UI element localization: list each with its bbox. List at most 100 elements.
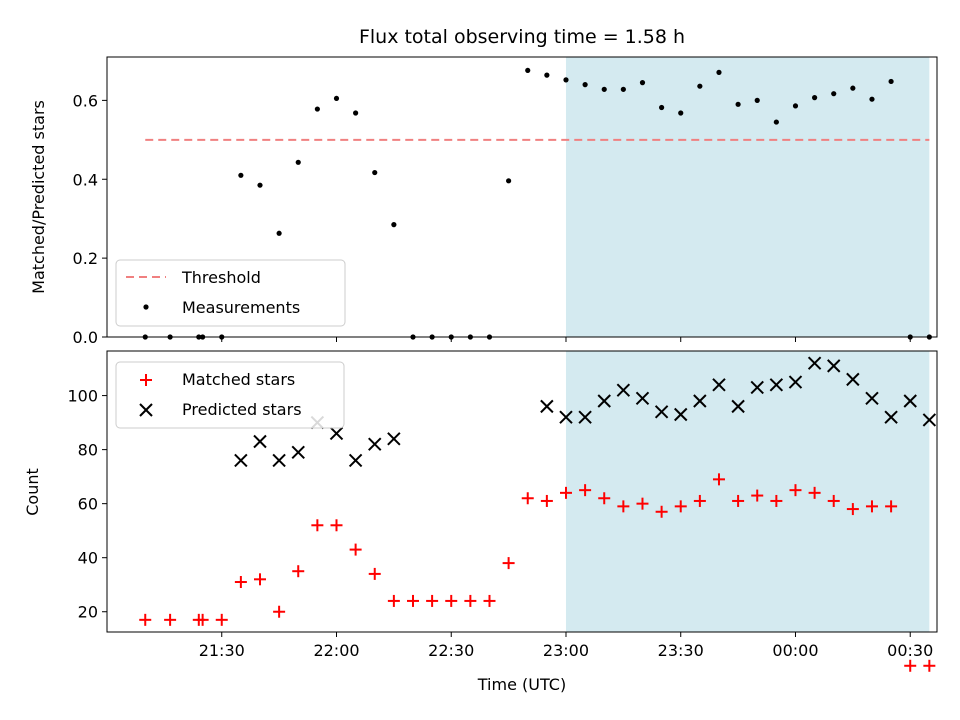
matched-stars-point [693, 494, 706, 507]
predicted-stars-point [234, 453, 248, 468]
matched-stars-point [406, 594, 419, 607]
chart-title: Flux total observing time = 1.58 h [359, 26, 685, 48]
matched-stars-point [636, 497, 649, 510]
matched-stars-point [674, 500, 687, 513]
x-tick-label: 23:30 [658, 641, 704, 660]
x-tick-label: 22:30 [428, 641, 474, 660]
predicted-stars-point [387, 432, 401, 446]
predicted-stars-point [674, 407, 688, 422]
matched-stars-point [349, 543, 362, 556]
matched-stars-point [598, 492, 611, 505]
counts-y-tick-label: 100 [67, 387, 98, 406]
counts-y-axis-label: Count [23, 468, 42, 516]
predicted-stars-point-b [540, 399, 554, 414]
measurements-point [506, 178, 512, 184]
matched-stars-point [617, 500, 630, 513]
predicted-stars-point [903, 394, 917, 408]
ratio-y-tick-label: 0.0 [73, 328, 98, 347]
predicted-legend-swatch [139, 403, 153, 417]
matched-stars-point [196, 613, 209, 626]
matched-stars-point [540, 494, 553, 507]
predicted-stars-point-b [329, 426, 344, 441]
x-tick-label: 00:30 [887, 641, 933, 660]
predicted-stars-point [368, 437, 382, 451]
predicted-stars-point-b [616, 383, 631, 397]
predicted-stars-point-b [291, 445, 305, 460]
predicted-stars-point-b [578, 410, 592, 424]
measurements-point [773, 119, 779, 125]
measurements-point [831, 91, 837, 97]
measurements-point [314, 106, 320, 112]
measurements-point [582, 82, 588, 88]
counts-legend: Matched stars Predicted stars [115, 361, 345, 429]
ratio-x-ticks [221, 337, 911, 342]
predicted-stars-point-b [635, 391, 650, 405]
measurements-point [697, 83, 703, 89]
ratio-marks [142, 67, 932, 340]
measurements-point [888, 78, 894, 85]
matched-legend-label: Matched stars [182, 370, 295, 389]
threshold-legend-label: Threshold [181, 268, 261, 287]
predicted-stars-point-b [865, 391, 879, 405]
matched-stars-point [464, 594, 477, 607]
counts-highlight-span [565, 351, 930, 632]
predicted-stars-point [922, 413, 937, 427]
matched-stars-point [559, 486, 572, 499]
measurements-point [716, 69, 722, 75]
measurements-point [792, 103, 799, 109]
counts-marks [139, 356, 937, 672]
measurements-point [639, 80, 646, 86]
counts-y-tick-label: 60 [78, 495, 98, 514]
predicted-stars-point-b [368, 437, 382, 451]
counts-panel: 20 40 60 80 100 21:30 22:00 22:30 23:00 23:30 00:… [23, 350, 938, 694]
predicted-stars-point [540, 399, 554, 414]
predicted-stars-point-b [769, 378, 784, 392]
predicted-stars-point-b [807, 356, 822, 370]
x-tick-label: 21:30 [199, 641, 245, 660]
predicted-stars-point [807, 356, 822, 370]
measurements-point [353, 110, 359, 116]
measurements-point [735, 101, 741, 107]
counts-y-tick-label: 80 [78, 441, 98, 460]
predicted-stars-point [616, 383, 631, 397]
predicted-stars-point-b [348, 453, 363, 468]
measurements-point [257, 182, 263, 188]
measurements-point [754, 97, 760, 103]
matched-stars-point [253, 573, 266, 586]
counts-axes-frame [106, 350, 938, 633]
predicted-stars-point [846, 372, 860, 387]
matched-stars-point [655, 505, 668, 518]
predicted-stars-point-b [712, 378, 726, 392]
predicted-stars-point-b [846, 372, 860, 387]
matched-stars-point [579, 484, 592, 497]
measurements-legend-label: Measurements [182, 298, 300, 317]
counts-y-tick-label: 40 [78, 549, 98, 568]
predicted-stars-point [712, 378, 726, 392]
measurements-point [372, 169, 378, 176]
predicted-stars-point [253, 434, 267, 449]
predicted-stars-point [654, 405, 669, 419]
predicted-stars-point [348, 453, 363, 468]
matched-stars-point [164, 613, 177, 626]
predicted-stars-point [865, 391, 879, 405]
predicted-stars-point-b [884, 410, 898, 424]
matched-stars-point [846, 503, 859, 516]
measurements-point [812, 95, 818, 101]
ratio-panel: 0.0 0.2 0.4 0.6 Matched/Predicted stars Thr… [29, 56, 938, 347]
matched-stars-point [139, 613, 152, 626]
predicted-stars-point-b [827, 359, 841, 373]
ratio-legend-box [115, 259, 346, 327]
matched-stars-point [483, 594, 496, 607]
predicted-stars-point-b [272, 453, 286, 468]
measurements-point [238, 172, 244, 178]
measurements-point [563, 77, 569, 83]
predicted-stars-point [884, 410, 898, 424]
predicted-legend-label: Predicted stars [182, 400, 302, 419]
predicted-stars-point [731, 399, 745, 414]
predicted-stars-point [597, 394, 611, 408]
ratio-y-tick-label: 0.2 [73, 249, 98, 268]
predicted-stars-point-b [788, 375, 803, 389]
counts-y-tick-label: 20 [78, 603, 98, 622]
counts-x-ticks: 21:30 22:00 22:30 23:00 23:30 00:00 00:30 [199, 632, 933, 660]
ratio-y-ticks: 0.0 0.2 0.4 0.6 [73, 91, 107, 347]
